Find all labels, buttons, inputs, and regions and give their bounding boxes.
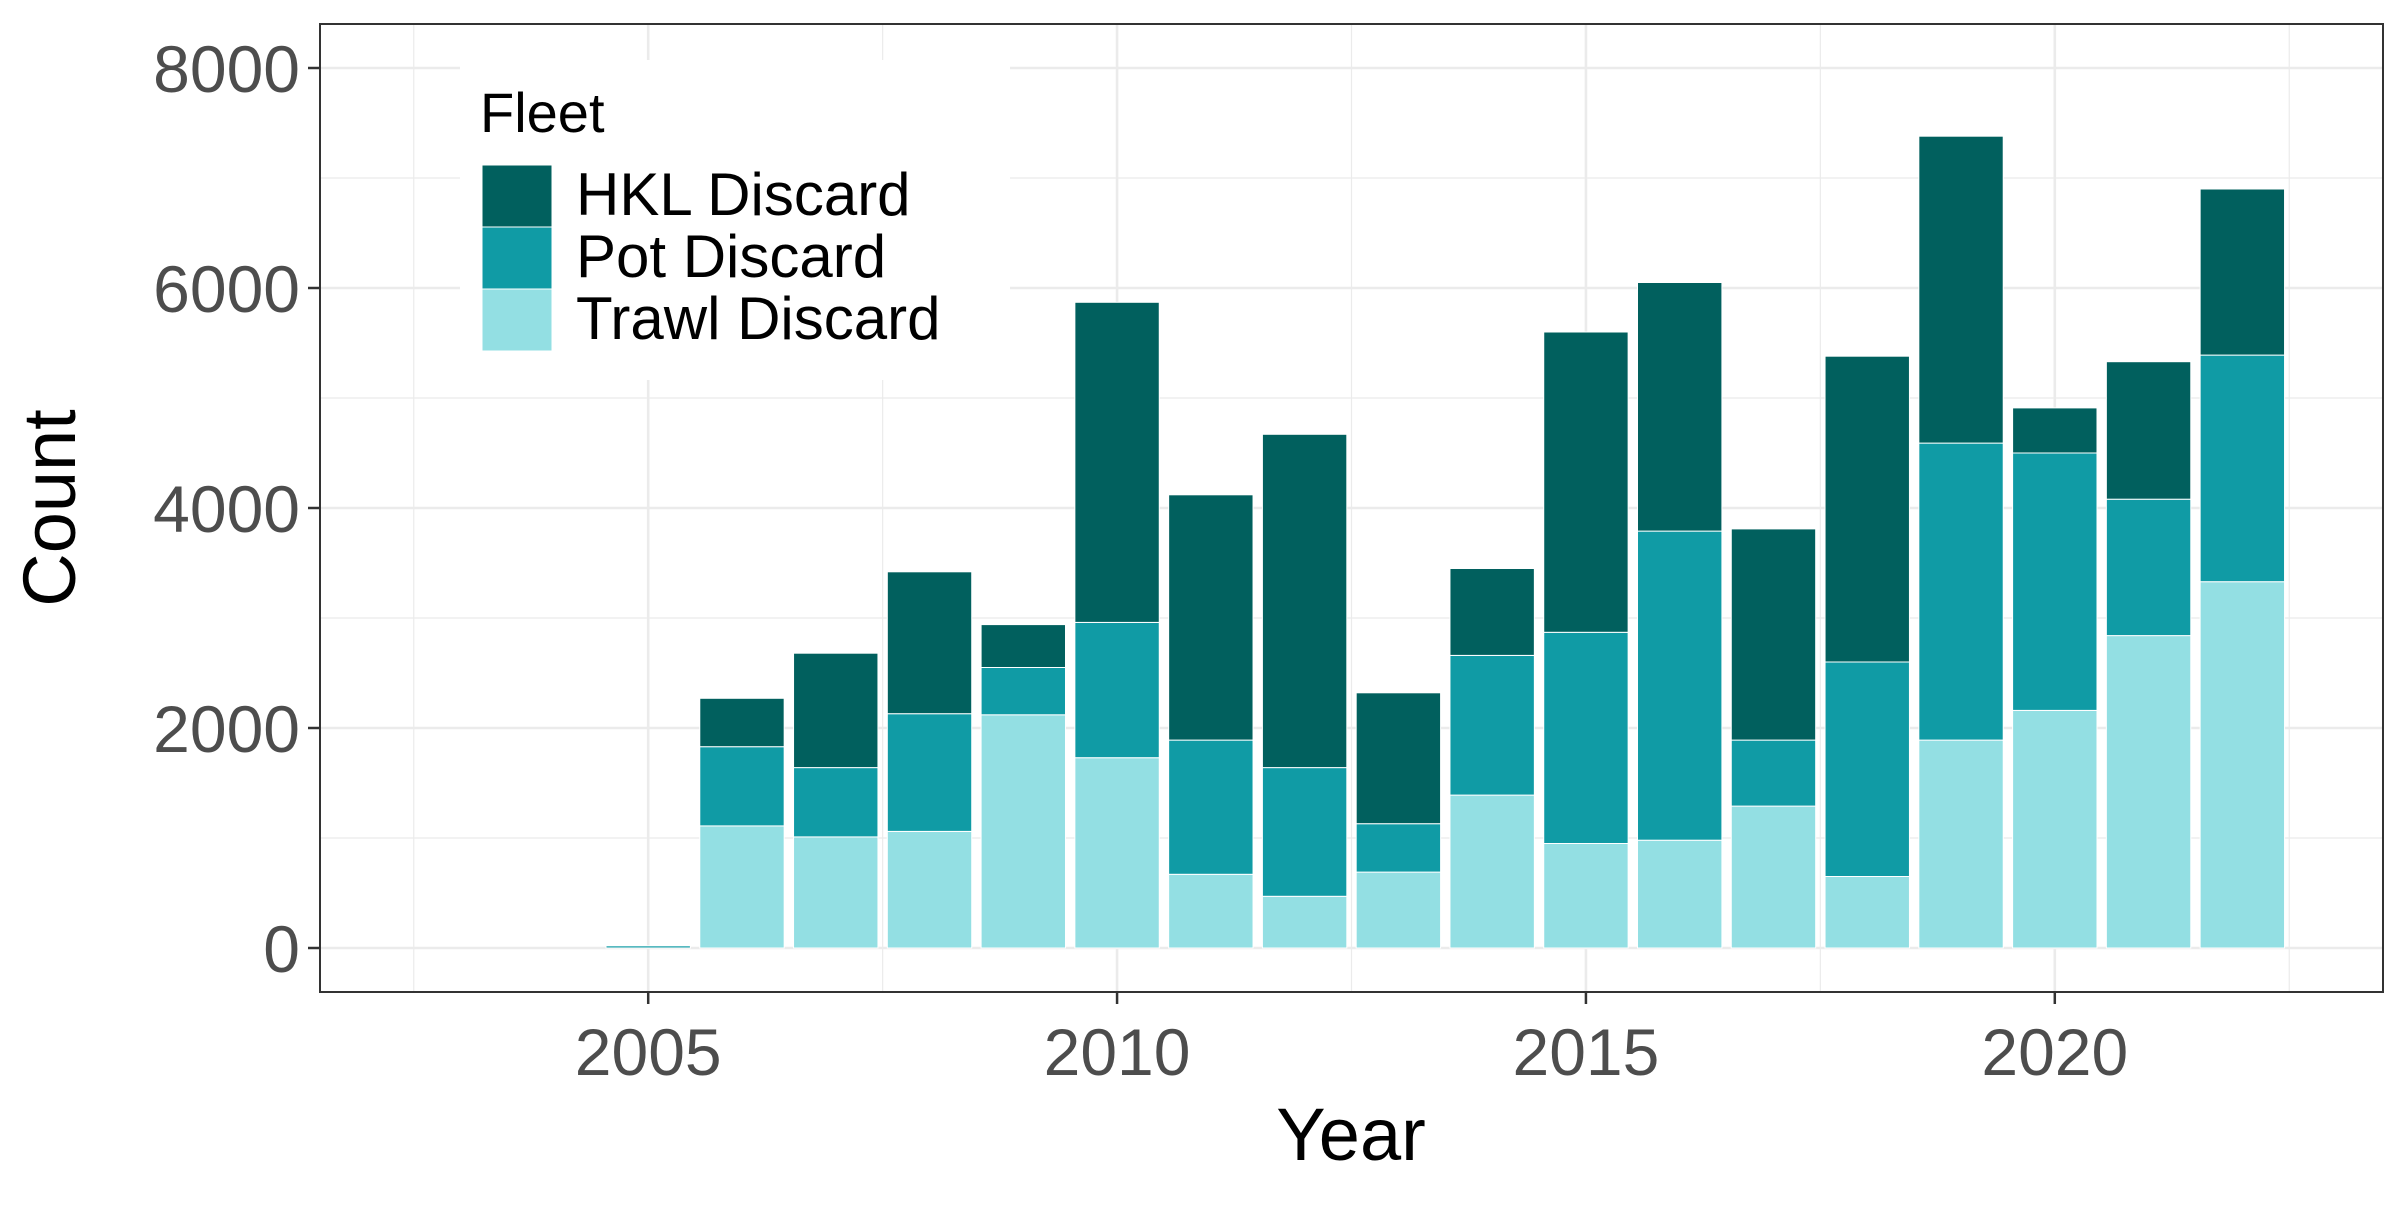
bar-pot-discard-2006	[699, 746, 785, 827]
bar-hkl-discard-2006	[699, 697, 785, 748]
bar-pot-discard-2019	[1918, 442, 2004, 741]
bar-hkl-discard-2020	[2012, 407, 2098, 454]
legend-label-trawl-discard: Trawl Discard	[576, 285, 940, 352]
bar-hkl-discard-2015	[1543, 331, 1629, 633]
bar-trawl-discard-2022	[2199, 581, 2286, 949]
y-tick-label: 8000	[153, 32, 300, 106]
bar-trawl-discard-2008	[886, 830, 973, 949]
bar-trawl-discard-2010	[1074, 757, 1160, 949]
bar-pot-discard-2005	[605, 945, 691, 949]
bar-pot-discard-2022	[2199, 354, 2286, 583]
bar-trawl-discard-2009	[980, 714, 1066, 949]
y-tick-label: 4000	[153, 472, 300, 546]
x-tick-label: 2005	[575, 1015, 722, 1089]
bar-trawl-discard-2016	[1637, 839, 1723, 949]
legend-label-hkl-discard: HKL Discard	[576, 161, 911, 228]
bar-trawl-discard-2011	[1168, 873, 1254, 949]
bar-hkl-discard-2013	[1355, 692, 1442, 825]
bar-hkl-discard-2018	[1824, 355, 1910, 663]
x-tick-label: 2015	[1513, 1015, 1660, 1089]
bar-pot-discard-2015	[1543, 631, 1629, 844]
bar-pot-discard-2008	[886, 713, 973, 832]
legend-key-pot-discard	[481, 226, 553, 290]
bar-hkl-discard-2014	[1449, 568, 1535, 656]
bar-hkl-discard-2007	[793, 652, 879, 769]
bar-pot-discard-2018	[1824, 661, 1910, 877]
y-tick-label: 6000	[153, 252, 300, 326]
bar-trawl-discard-2015	[1543, 843, 1629, 949]
bar-trawl-discard-2014	[1449, 794, 1535, 949]
bar-hkl-discard-2009	[980, 624, 1066, 668]
bar-trawl-discard-2012	[1261, 895, 1348, 949]
bar-pot-discard-2009	[980, 667, 1066, 716]
bar-hkl-discard-2012	[1261, 433, 1348, 769]
bar-pot-discard-2021	[2105, 498, 2192, 637]
bar-hkl-discard-2008	[886, 571, 973, 715]
bar-hkl-discard-2019	[1918, 135, 2004, 444]
bar-hkl-discard-2021	[2105, 361, 2192, 500]
bar-trawl-discard-2018	[1824, 876, 1910, 949]
bar-pot-discard-2007	[793, 767, 879, 838]
bars-layer	[605, 135, 2286, 949]
bar-hkl-discard-2017	[1730, 528, 1817, 741]
y-tick-label: 2000	[153, 692, 300, 766]
y-axis-title: Count	[8, 409, 91, 607]
y-tick-label: 0	[263, 912, 300, 986]
x-tick-label: 2010	[1044, 1015, 1191, 1089]
bar-pot-discard-2020	[2012, 452, 2098, 711]
bar-trawl-discard-2021	[2105, 635, 2192, 949]
bar-pot-discard-2017	[1730, 739, 1817, 807]
bar-pot-discard-2014	[1449, 654, 1535, 796]
bar-pot-discard-2013	[1355, 823, 1442, 873]
x-axis-title: Year	[1276, 1093, 1426, 1176]
legend-key-trawl-discard	[481, 288, 553, 352]
axis-layer: 0 2000 4000 6000 8000 2005 2010 2015 2020	[153, 32, 2128, 1089]
x-tick-label: 2020	[1981, 1015, 2128, 1089]
bar-pot-discard-2016	[1637, 530, 1723, 841]
bar-trawl-discard-2020	[2012, 709, 2098, 949]
bar-trawl-discard-2017	[1730, 805, 1817, 949]
legend-title: Fleet	[480, 81, 605, 144]
bar-hkl-discard-2010	[1074, 301, 1160, 623]
bar-pot-discard-2011	[1168, 739, 1254, 875]
bar-hkl-discard-2022	[2199, 188, 2286, 356]
bar-hkl-discard-2016	[1637, 282, 1723, 532]
bar-trawl-discard-2019	[1918, 739, 2004, 949]
bar-hkl-discard-2011	[1168, 494, 1254, 741]
legend-label-pot-discard: Pot Discard	[576, 223, 886, 290]
bar-trawl-discard-2006	[699, 825, 785, 949]
bar-trawl-discard-2013	[1355, 871, 1442, 949]
bar-trawl-discard-2007	[793, 836, 879, 949]
bar-pot-discard-2010	[1074, 621, 1160, 759]
bar-pot-discard-2012	[1261, 767, 1348, 897]
legend-key-hkl-discard	[481, 164, 553, 228]
